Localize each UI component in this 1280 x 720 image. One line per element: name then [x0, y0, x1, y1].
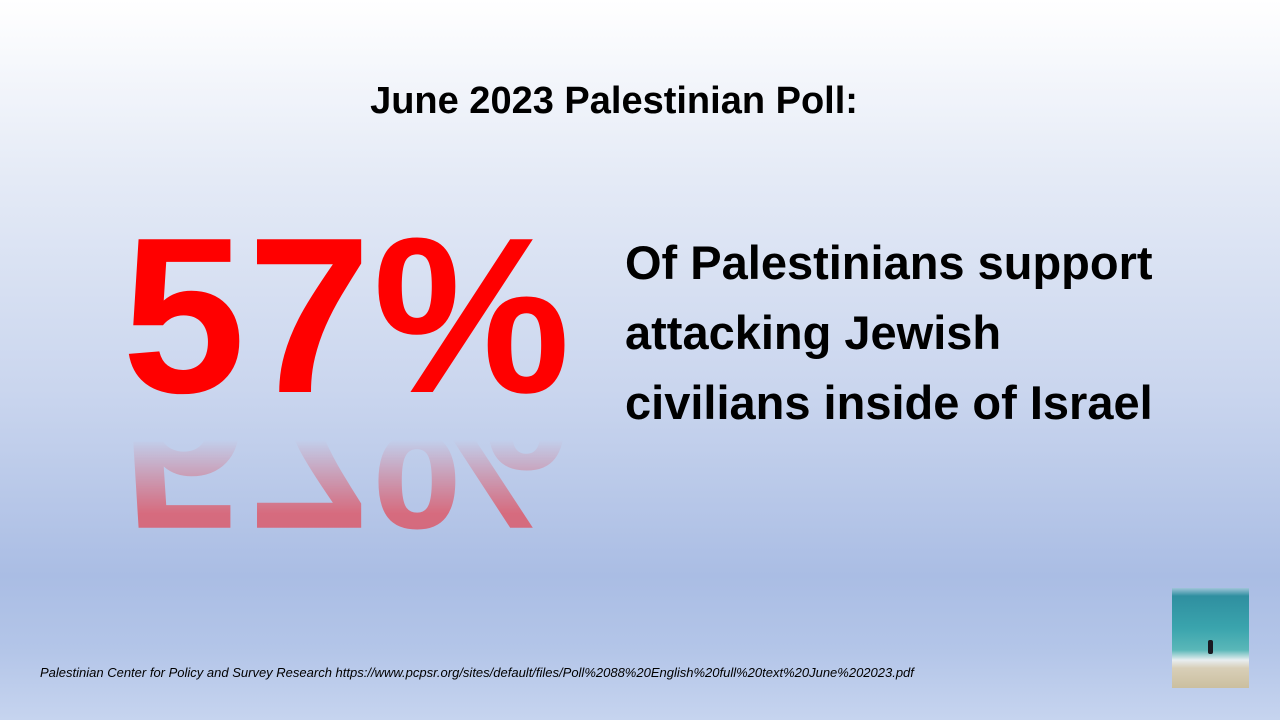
statement: Of Palestinians support attacking Jewish… [625, 228, 1265, 438]
big-percentage: 57% [122, 192, 573, 440]
statement-line: civilians inside of Israel [625, 376, 1153, 429]
statement-line: Of Palestinians support [625, 236, 1153, 289]
big-percentage-reflection: 57% [122, 327, 573, 575]
statement-line: attacking Jewish [625, 306, 1002, 359]
source-citation: Palestinian Center for Policy and Survey… [40, 665, 914, 680]
person-figure [1208, 640, 1213, 654]
slide-title: June 2023 Palestinian Poll: [370, 80, 858, 122]
beach-photo-icon [1172, 588, 1249, 688]
